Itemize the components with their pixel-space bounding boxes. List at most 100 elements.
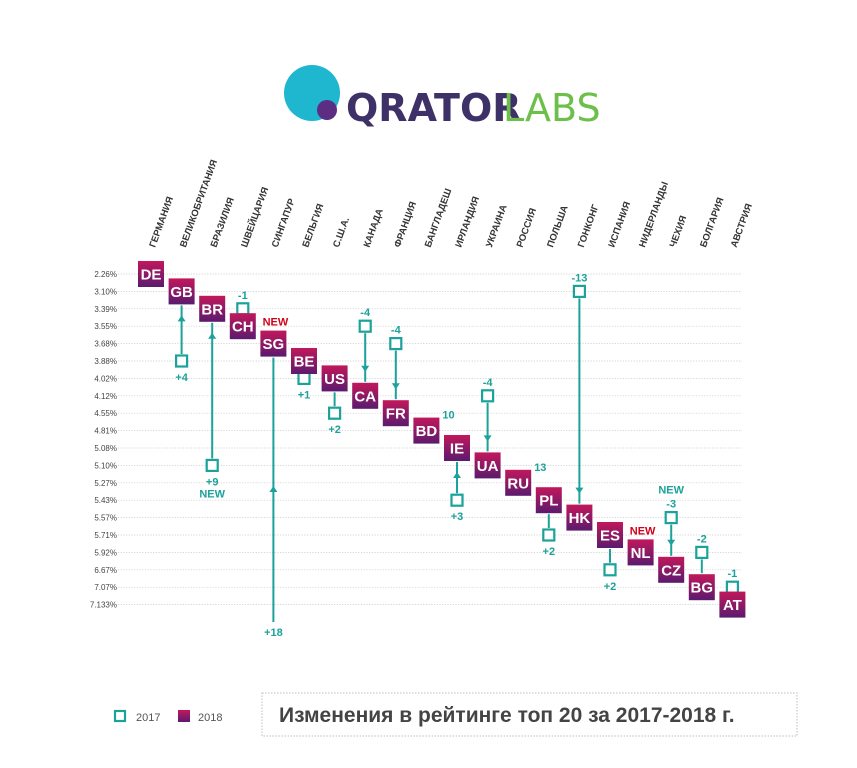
arrow-head [391,383,400,390]
marker-2018 [291,348,317,374]
markers: DE GB BR CH SG BE US CA FR BD IE UA RU PL HK ES NL CZ BG AT [138,261,746,618]
y-tick-label: 7.07% [94,583,117,592]
country-code-label: AT [723,597,742,614]
country-label: ФРАНЦИЯ [392,200,419,249]
arrow-head [575,487,584,494]
marker-2018 [566,504,593,531]
marker-2017 [664,510,678,525]
y-tick-label: 5.43% [94,496,117,505]
marker-2018 [413,417,440,444]
y-tick-label: 3.55% [94,322,117,331]
marker-2018 [719,591,746,618]
title-frame [261,692,798,737]
country-code-label: SG [263,336,285,353]
marker-2018 [658,556,685,583]
y-tick-label: 4.81% [94,427,117,436]
arrow-head [177,315,186,322]
arrow-head [667,539,676,546]
change-label: +2 [604,581,617,593]
change-label: +9 [206,476,219,488]
change-arrows [177,298,734,622]
y-tick-label: 3.39% [94,305,117,314]
country-code-label: DE [141,267,162,284]
change-label: -1 [728,568,738,580]
country-label: ИРЛАНДИЯ [453,195,482,249]
marker-2018 [597,522,623,548]
marker-2018 [535,487,562,514]
country-code-label: IE [450,441,464,458]
change-label: -13 [571,272,587,284]
country-code-label: FR [386,406,406,423]
chart-title: Изменения в рейтинге топ 20 за 2017-2018… [279,704,735,727]
marker-2017 [450,493,464,507]
country-code-label: US [324,371,345,388]
y-tick-label: 3.10% [94,287,117,296]
change-label: 13 [534,462,546,474]
change-label: 10 [442,410,454,422]
country-label: РОССИЯ [515,207,539,249]
legend-2018-marker [178,710,190,722]
change-label: -4 [360,307,371,319]
marker-2018 [688,574,715,601]
marker-2017 [328,406,342,420]
y-tick-label: 2.26% [94,270,117,279]
new-label: NEW [263,317,289,329]
y-tick-label: 4.02% [94,374,117,383]
marker-2017 [695,545,709,560]
legend-2018-label: 2018 [198,712,222,724]
country-code-label: CH [232,319,254,336]
legend-2017-label: 2017 [136,712,160,724]
country-code-label: BR [201,301,223,318]
country-code-label: GB [170,284,193,301]
marker-2017 [236,302,250,316]
country-label: С.Ш.А. [331,216,352,249]
marker-2017 [389,337,403,351]
marker-2017 [481,389,495,403]
country-label: БЕЛЬГИЯ [300,202,326,249]
new-label: NEW [199,488,225,500]
country-code-label: CZ [661,562,681,579]
y-tick-label: 4.55% [94,409,117,418]
country-code-label: HK [569,510,591,527]
arrow-head [269,486,278,492]
arrow-head [208,332,217,339]
marker-2017 [358,319,372,333]
y-tick-label: 4.12% [94,392,117,401]
marker-2018 [627,539,654,566]
country-label: НИДЕРЛАНДЫ [637,180,671,249]
y-tick-label: 3.68% [94,340,117,349]
marker-2017 [205,458,219,472]
marker-2018 [199,295,226,322]
country-code-label: ES [600,528,620,545]
marker-2018 [168,278,195,305]
country-code-label: RU [507,475,529,492]
marker-2017 [572,284,587,298]
country-label: БОЛГАРИЯ [698,196,726,249]
change-label: -4 [483,377,494,389]
marker-2017 [175,354,189,368]
marker-2018 [505,469,532,496]
change-label: +18 [264,627,283,639]
y-tick-label: 5.92% [94,548,117,557]
legend: 2017 2018 [113,709,222,724]
marker-2018 [382,400,409,427]
y-tick-label: 5.10% [94,461,117,470]
y-tick-label: 5.08% [94,444,117,453]
y-tick-label: 6.67% [94,566,117,575]
change-label: +3 [451,511,464,523]
marker-2017 [297,371,311,385]
country-label: БРАЗИЛИЯ [209,196,237,249]
y-tick-label: 7.133% [90,601,117,610]
arrow-head [361,365,370,372]
y-tick-label: 3.88% [94,357,117,366]
change-label: +2 [543,546,556,558]
marker-2018 [444,435,470,461]
marker-2017 [542,528,556,542]
country-label: КАНАДА [362,207,386,249]
y-tick-label: 5.57% [94,514,117,523]
country-code-label: CA [354,388,376,405]
marker-2018 [321,365,348,392]
logo-dot [317,100,337,120]
